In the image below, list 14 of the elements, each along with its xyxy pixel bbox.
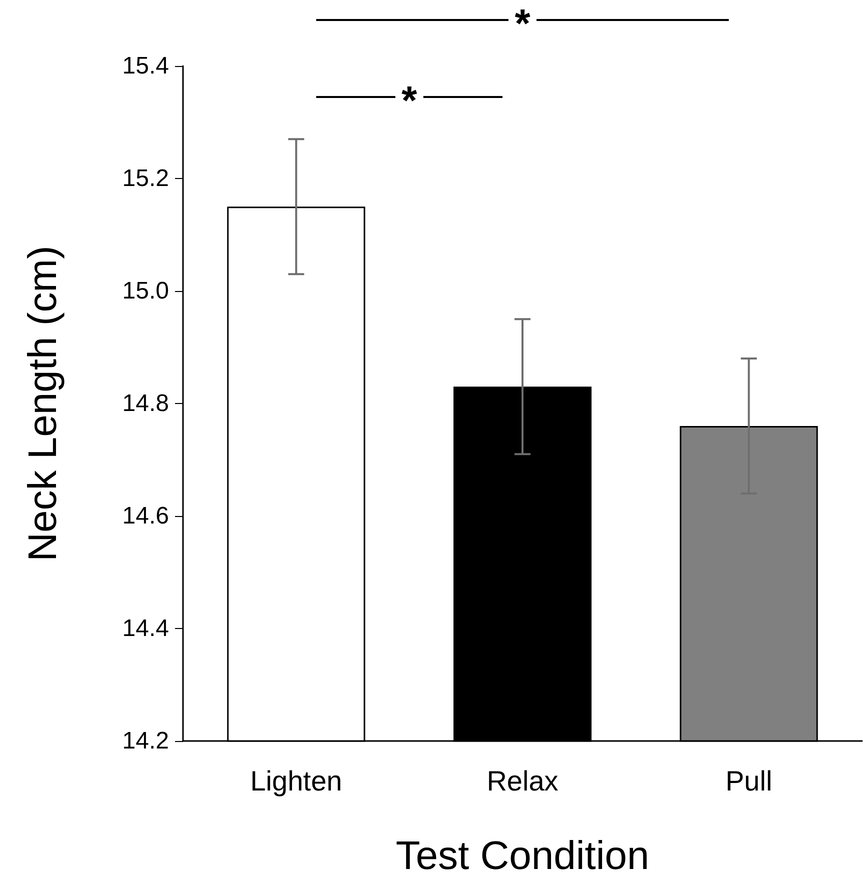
x-tick-label: Pull [725, 766, 772, 796]
x-tick-label: Lighten [250, 766, 342, 796]
y-tick-label: 15.0 [122, 278, 169, 304]
y-tick-label: 14.8 [122, 390, 169, 417]
y-tick-label: 14.4 [122, 615, 169, 642]
text: * [514, 2, 531, 46]
x-axis-title: Test Condition [396, 834, 650, 878]
x-tick-label: Relax [486, 766, 558, 796]
y-tick-label: 14.6 [122, 502, 169, 530]
annotation: * [402, 79, 418, 123]
y-axis-title: Neck Length (cm) [21, 246, 65, 562]
y-tick-label: 15.2 [122, 165, 169, 192]
y-tick-label: 14.2 [122, 728, 169, 754]
y-tick-label: 15.4 [122, 52, 169, 80]
